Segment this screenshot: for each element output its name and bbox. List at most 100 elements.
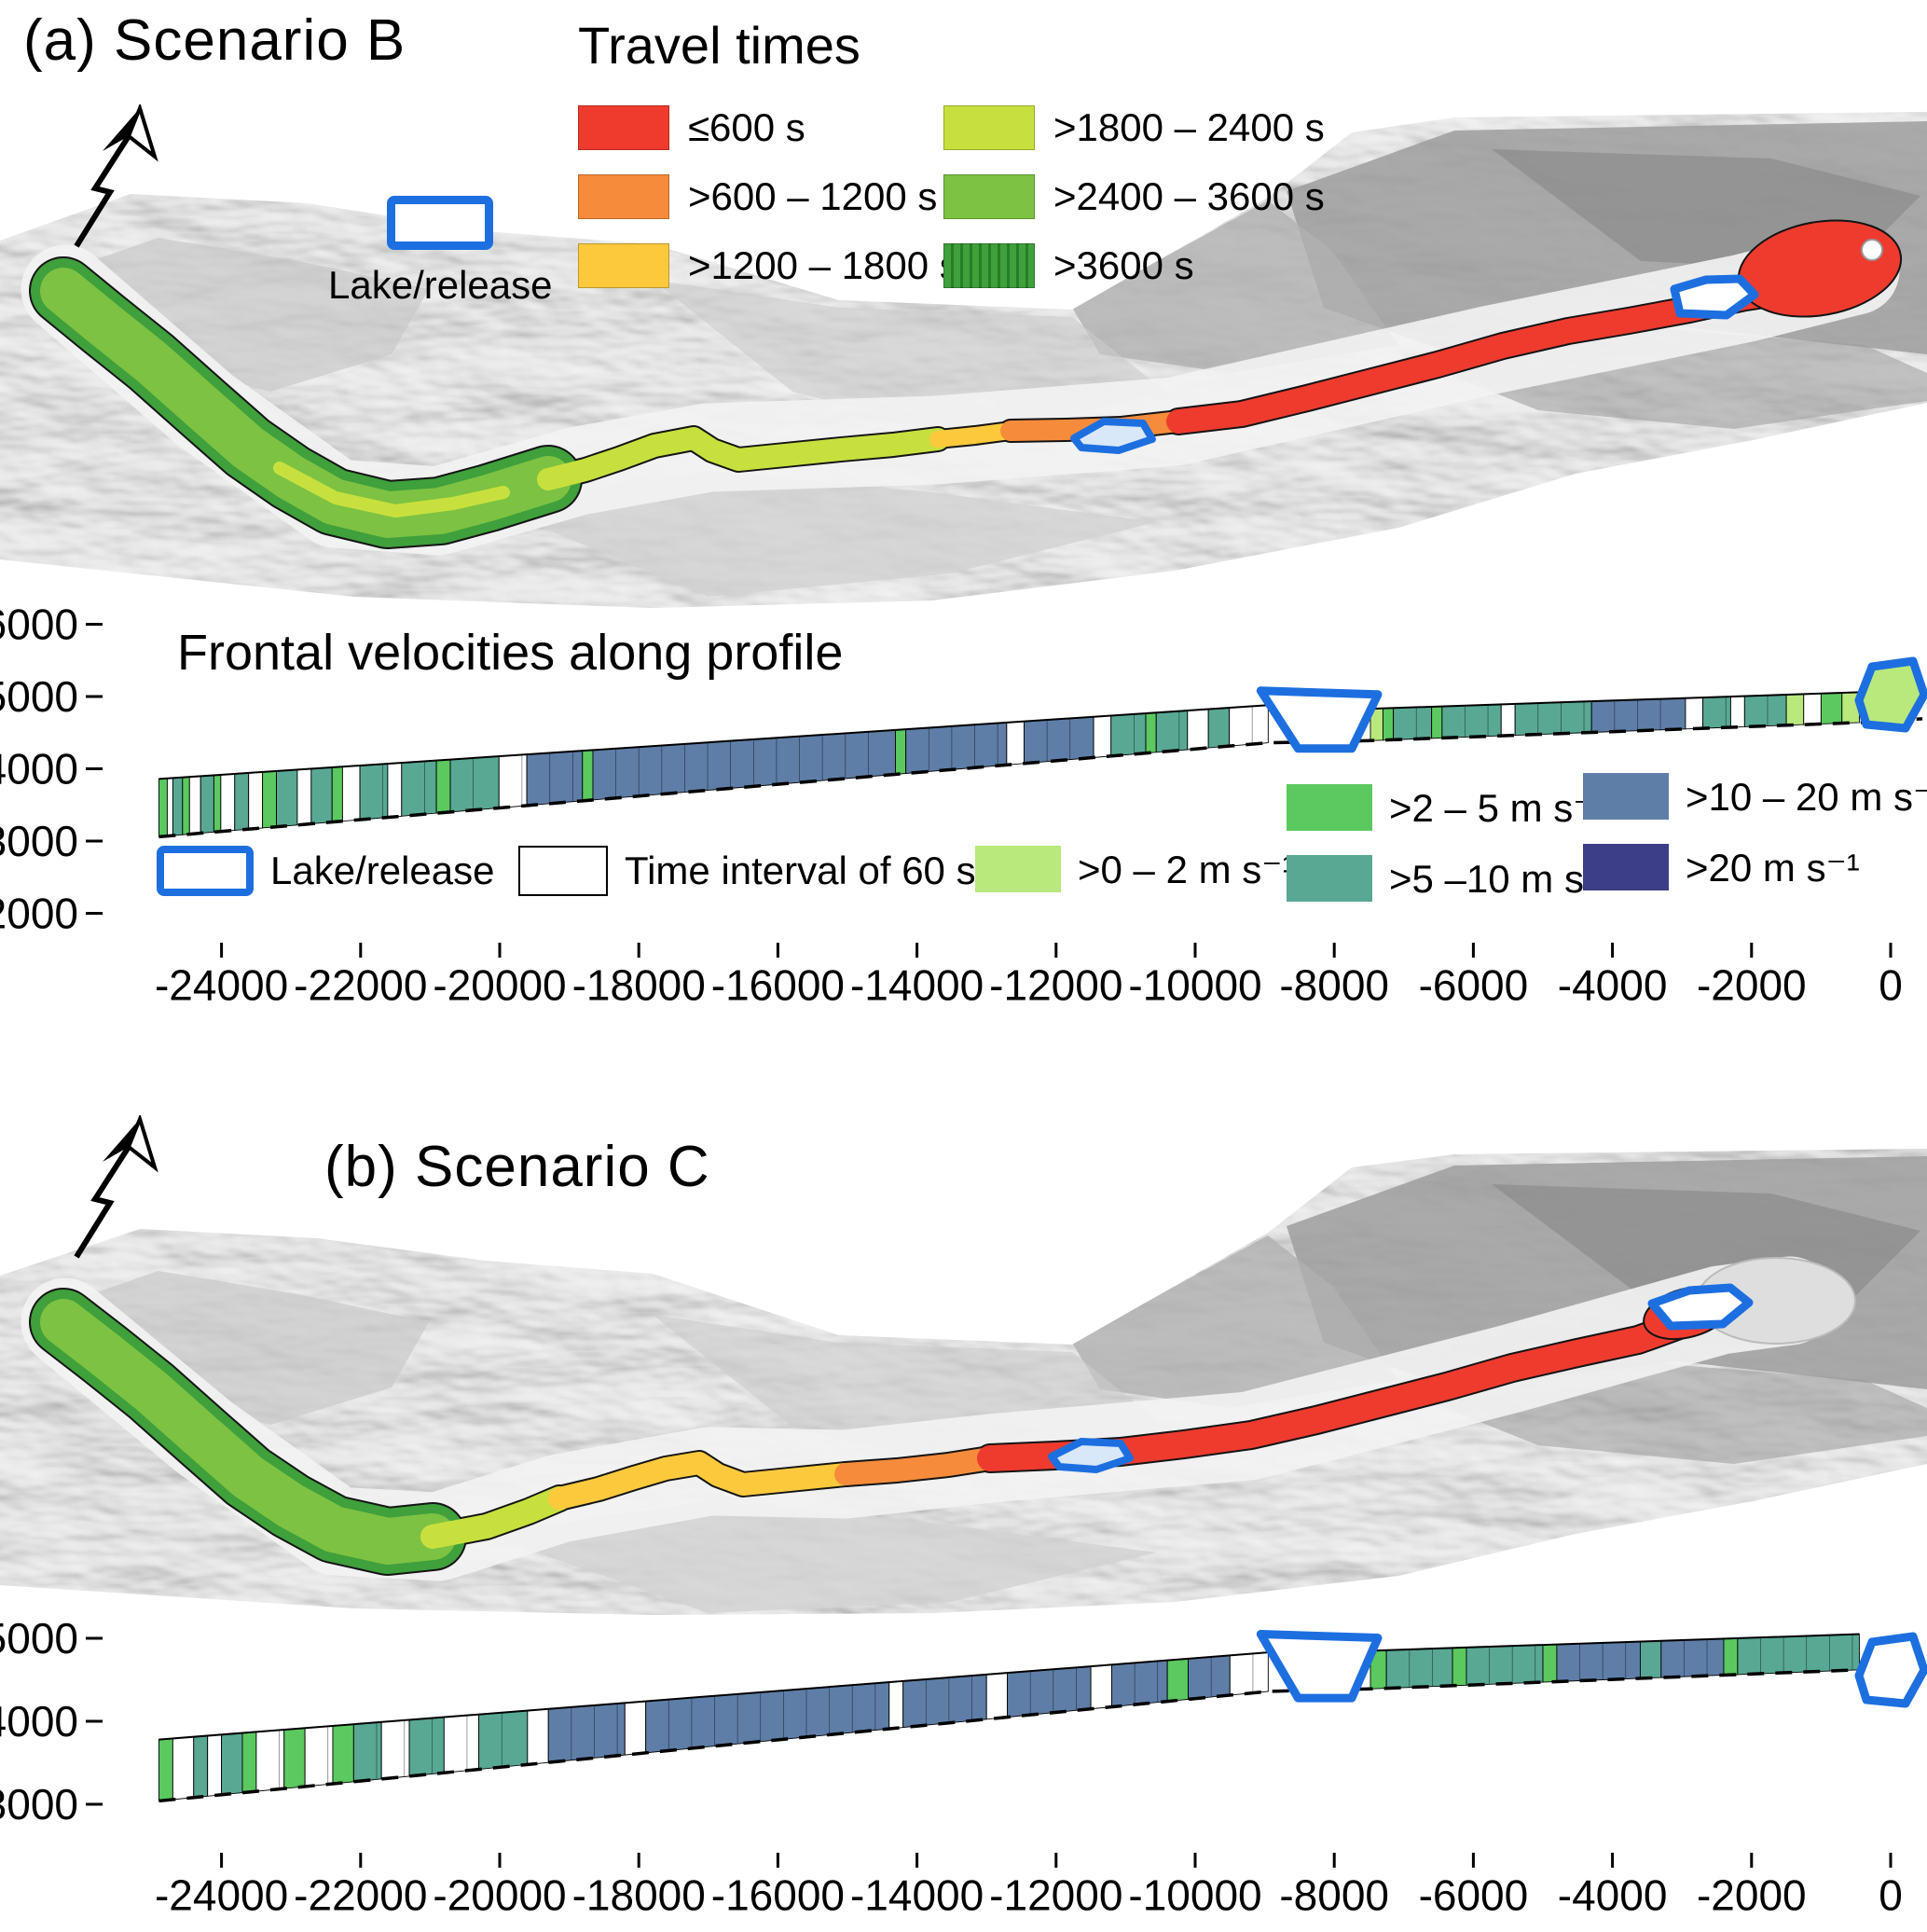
velocity-label: >10 – 20 m s⁻¹ xyxy=(1686,774,1927,819)
travel-time-legend-item: >600 – 1200 s xyxy=(578,162,943,231)
release-lake-profile xyxy=(1854,656,1927,733)
x-tick-label: -18000 xyxy=(572,1871,706,1920)
x-tick-label: -18000 xyxy=(572,961,706,1010)
velocity-segment xyxy=(449,755,500,813)
time-interval-box xyxy=(255,1729,285,1792)
velocity-segment xyxy=(158,1737,173,1801)
velocity-segment xyxy=(352,1721,382,1783)
y-tick-label: 2000 xyxy=(0,890,78,938)
x-tick-label: -10000 xyxy=(1128,1871,1261,1920)
mountain-shading xyxy=(485,1501,1156,1613)
terrain-hole xyxy=(1861,239,1883,261)
velocity-segment xyxy=(478,1710,529,1771)
time-interval-box xyxy=(527,1708,549,1765)
velocity-segment xyxy=(234,772,250,831)
velocity-segment xyxy=(1110,712,1147,757)
x-tick-label: -14000 xyxy=(850,961,984,1010)
time-interval-box xyxy=(1229,704,1269,747)
y-tick-label: 5000 xyxy=(0,1614,78,1663)
profile-baseline-dashed xyxy=(158,717,1923,839)
flow-travel-time-segment xyxy=(537,427,949,490)
travel-time-legend-item: >1800 – 2400 s xyxy=(943,93,1447,162)
downstream-lake-outline xyxy=(1048,1438,1134,1473)
x-tick-label: -24000 xyxy=(155,961,288,1010)
x-tick-label: -12000 xyxy=(989,1871,1122,1920)
velocity-segment xyxy=(895,728,907,775)
north-arrow-shaft xyxy=(74,134,131,248)
surface-line xyxy=(158,1651,1269,1741)
time-interval-box xyxy=(172,1736,195,1801)
travel-time-legend-item: ≤600 s xyxy=(578,93,943,162)
x-tick-label: -8000 xyxy=(1279,961,1389,1010)
panel-a-title: (a) Scenario B xyxy=(23,8,406,73)
x-tick-label: -24000 xyxy=(155,1871,288,1920)
travel-time-label: >2400 – 3600 s xyxy=(1053,174,1325,218)
north-arrow xyxy=(74,1115,158,1259)
x-tick-label: -2000 xyxy=(1697,1871,1807,1920)
time-interval-box xyxy=(1729,696,1745,728)
travel-times-legend-title: Travel times xyxy=(578,16,860,75)
lake-release-profile xyxy=(1256,686,1383,753)
velocity-segment xyxy=(1111,1660,1168,1708)
velocity-segment xyxy=(332,1723,354,1785)
x-tick-label: -16000 xyxy=(711,1871,845,1920)
time-interval-box xyxy=(443,1714,480,1773)
velocity-segment xyxy=(1737,1634,1860,1676)
velocity-segment xyxy=(1702,696,1731,729)
surface-line xyxy=(1370,691,1860,711)
velocity-segment xyxy=(1166,1658,1189,1703)
legend-velocity-class: >5 –10 m s⁻¹ xyxy=(1287,855,1617,902)
terrain-hillshade xyxy=(0,1149,1927,1615)
downstream-lake-outline xyxy=(1070,418,1156,454)
velocity-segment xyxy=(1590,697,1686,733)
velocity-segment xyxy=(200,774,214,835)
time-interval-box xyxy=(166,777,173,837)
velocity-swatch xyxy=(1583,844,1669,890)
velocity-segment xyxy=(1723,1637,1739,1676)
velocity-swatch xyxy=(975,846,1061,892)
north-arrow-head-filled xyxy=(103,108,140,151)
time-interval-box xyxy=(387,762,403,819)
time-interval-box xyxy=(248,771,264,830)
x-tick-label: -6000 xyxy=(1419,961,1529,1010)
time-interval-box xyxy=(1093,715,1112,758)
x-tick-label: -22000 xyxy=(294,1871,427,1920)
panel-scenario-b: (a) Scenario B Travel times ≤600 s >600 –… xyxy=(0,0,1927,611)
travel-time-label: ≤600 s xyxy=(688,105,805,149)
north-arrow-shaft xyxy=(74,1145,131,1259)
x-tick-label: -14000 xyxy=(850,1871,984,1920)
lake-release-label: Lake/release xyxy=(270,849,495,892)
velocity-segment xyxy=(1207,707,1231,749)
time-interval-box xyxy=(1006,721,1025,766)
velocity-segment xyxy=(221,1732,243,1796)
profile-scenario-c: 500040003000-24000-22000-20000-18000-160… xyxy=(0,1614,1927,1932)
lake-release-profile xyxy=(1256,1630,1383,1703)
x-tick-label: -8000 xyxy=(1279,1871,1389,1920)
velocity-segment xyxy=(645,1681,890,1754)
velocity-segment xyxy=(435,759,451,814)
y-tick-label: 4000 xyxy=(0,1697,78,1746)
release-lake-profile xyxy=(1854,1632,1927,1708)
flow-travel-time-segment xyxy=(40,1299,456,1565)
velocity-segment xyxy=(331,766,343,823)
lake-release-swatch xyxy=(157,846,254,896)
x-tick-label: -2000 xyxy=(1697,961,1807,1010)
velocity-segment xyxy=(1639,1640,1662,1679)
surface-line xyxy=(158,704,1269,780)
x-tick-label: -10000 xyxy=(1128,961,1261,1010)
velocity-label: >5 –10 m s⁻¹ xyxy=(1389,856,1618,901)
velocity-segment xyxy=(1145,711,1157,754)
velocity-segment xyxy=(547,1702,626,1763)
travel-time-swatch xyxy=(943,243,1035,288)
travel-time-swatch xyxy=(943,105,1035,150)
velocity-segment xyxy=(1556,1641,1641,1682)
x-tick-label: -22000 xyxy=(294,961,427,1010)
time-interval-box xyxy=(380,1719,410,1780)
time-interval-box xyxy=(1803,693,1822,725)
velocity-segment xyxy=(359,763,389,821)
time-interval-box xyxy=(1500,703,1516,737)
velocity-segment xyxy=(182,776,190,835)
velocity-segment xyxy=(1514,700,1592,737)
velocity-segment xyxy=(1743,694,1787,727)
mountain-shading xyxy=(1072,200,1398,373)
